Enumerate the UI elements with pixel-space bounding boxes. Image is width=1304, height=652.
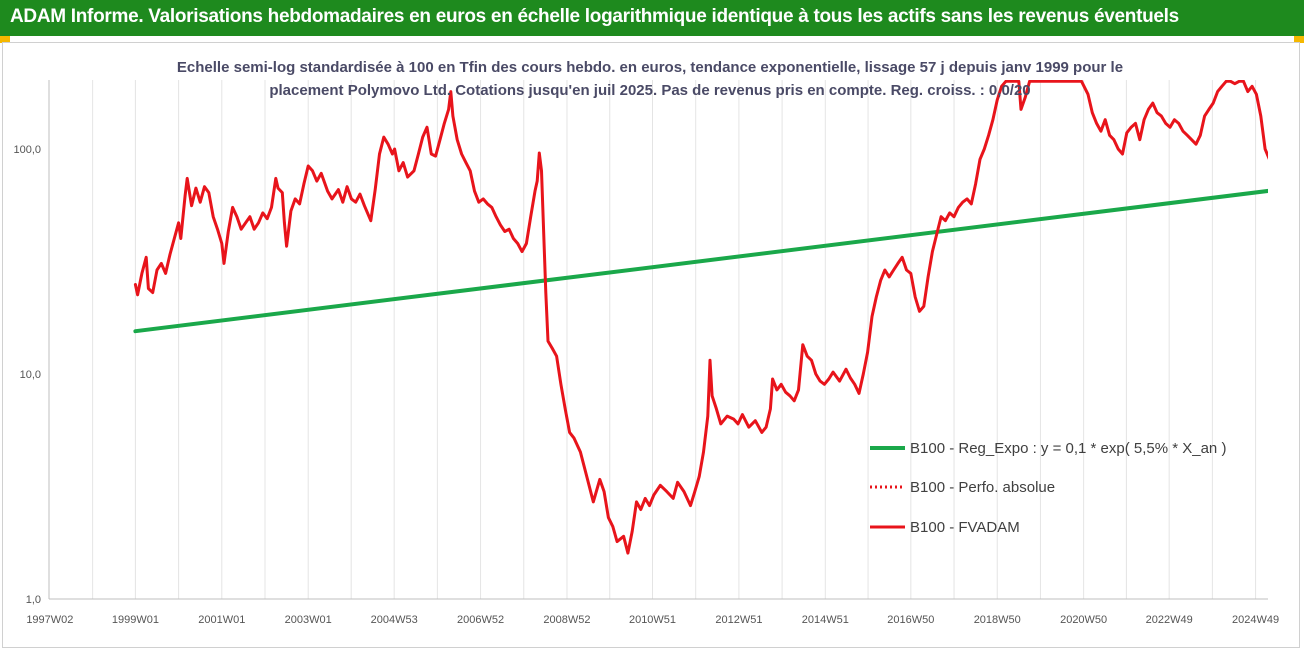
series-line-2 xyxy=(133,80,1268,555)
legend: B100 - Reg_Expo : y = 0,1 * exp( 5,5% * … xyxy=(870,440,1226,536)
series-layer xyxy=(133,80,1268,555)
x-tick-label: 2001W01 xyxy=(198,614,245,626)
legend-label: B100 - Perfo. absolue xyxy=(910,479,1055,496)
y-tick-label: 100,0 xyxy=(13,144,41,156)
x-tick-label: 2024W49 xyxy=(1232,614,1279,626)
x-tick-label: 2016W50 xyxy=(887,614,934,626)
grid-lines xyxy=(92,80,1257,599)
y-tick-label: 1,0 xyxy=(26,594,41,606)
chart-title: Echelle semi-log standardisée à 100 en T… xyxy=(176,59,1124,99)
x-tick-label: 2004W53 xyxy=(371,614,418,626)
x-tick-label: 2022W49 xyxy=(1146,614,1193,626)
chart-frame xyxy=(2,42,1300,648)
x-tick-label: 2012W51 xyxy=(715,614,762,626)
page-title: ADAM Informe. Valorisations hebdomadaire… xyxy=(10,6,1179,27)
x-tick-label: 2018W50 xyxy=(974,614,1021,626)
axes: 1,0 10,0 100,0 1997W02 1999W01 2001W01 2003W01… xyxy=(13,80,1279,626)
accent-bar-right xyxy=(1294,36,1304,43)
y-tick-label: 10,0 xyxy=(20,369,41,381)
series-line-0 xyxy=(133,188,1268,334)
x-tick-label: 2020W50 xyxy=(1060,614,1107,626)
accent-bar-left xyxy=(0,36,10,43)
x-tick-label: 1999W01 xyxy=(112,614,159,626)
header-banner: ADAM Informe. Valorisations hebdomadaire… xyxy=(0,0,1304,36)
x-tick-label: 2003W01 xyxy=(285,614,332,626)
x-tick-label: 2006W52 xyxy=(457,614,504,626)
x-tick-label: 1997W02 xyxy=(26,614,73,626)
x-tick-label: 2010W51 xyxy=(629,614,676,626)
x-tick-label: 2014W51 xyxy=(802,614,849,626)
legend-label: B100 - FVADAM xyxy=(910,519,1020,536)
legend-label: B100 - Reg_Expo : y = 0,1 * exp( 5,5% * … xyxy=(910,440,1226,457)
x-tick-label: 2008W52 xyxy=(543,614,590,626)
